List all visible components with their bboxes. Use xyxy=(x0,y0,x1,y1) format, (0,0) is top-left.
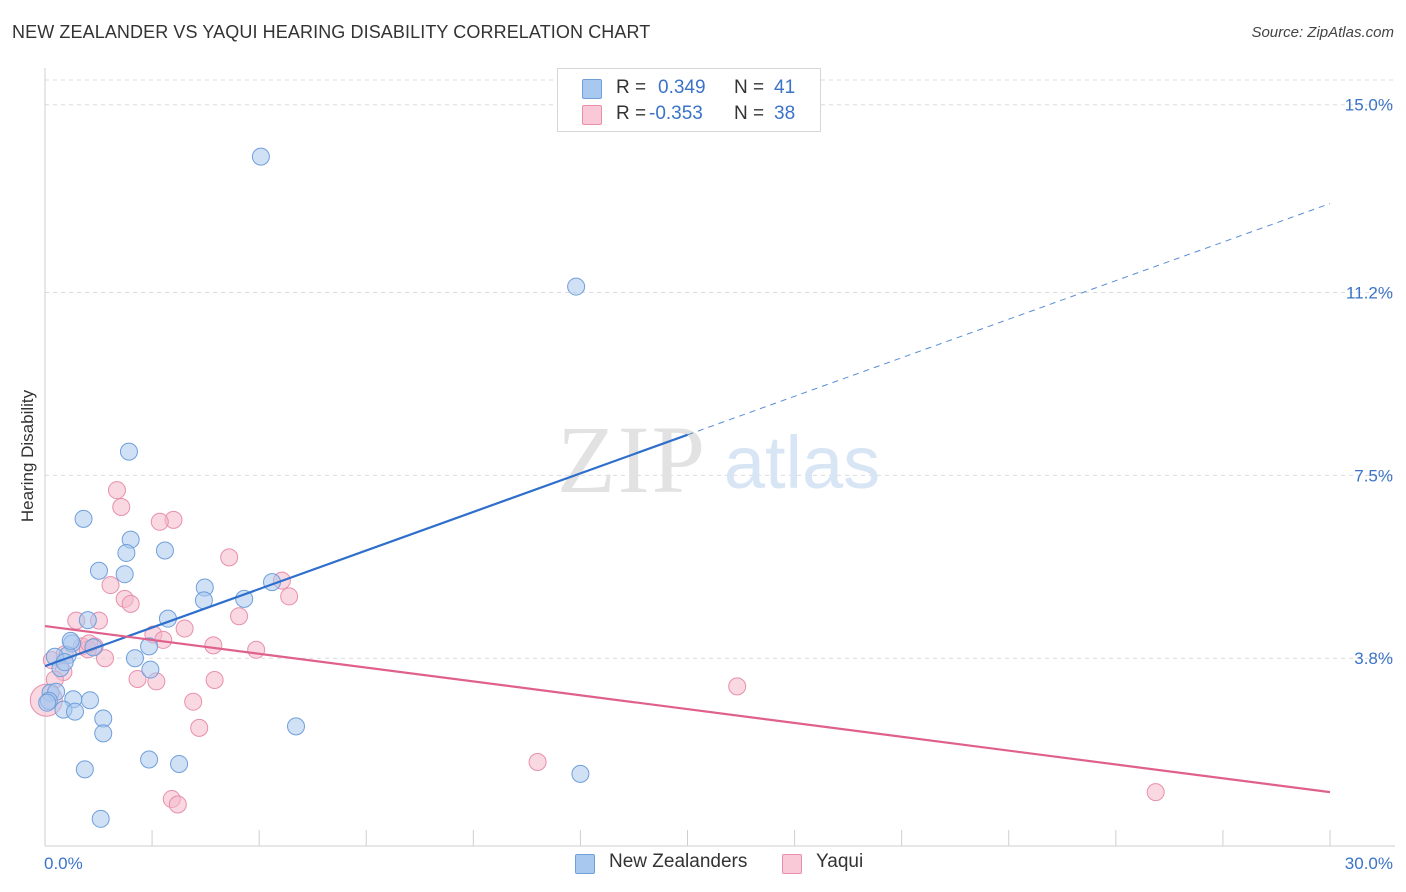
yaqui-point xyxy=(528,752,547,771)
new-zealander-point xyxy=(74,509,93,528)
new-zealander-point xyxy=(84,638,103,657)
new-zealander-point xyxy=(155,541,174,560)
new-zealander-point xyxy=(117,543,136,562)
x-tick-label: 30.0% xyxy=(1345,854,1393,873)
new-zealander-point xyxy=(94,724,113,743)
yaqui-point xyxy=(190,718,209,737)
yaqui-point xyxy=(184,692,203,711)
yaqui-point xyxy=(150,512,169,531)
legend-swatch-blue xyxy=(582,79,602,99)
legend-r-value: 0.349 xyxy=(658,77,706,98)
legend-item-label: Yaqui xyxy=(816,851,864,872)
new-zealander-point xyxy=(91,809,110,828)
new-zealander-point xyxy=(38,693,57,712)
new-zealander-point xyxy=(141,660,160,679)
axes xyxy=(44,68,1395,847)
watermark-zip: ZIP xyxy=(557,406,707,513)
new-zealander-point xyxy=(75,760,94,779)
new-zealander-point xyxy=(65,702,84,721)
new-zealander-point xyxy=(251,147,270,166)
watermark: ZIP atlas xyxy=(557,406,880,513)
yaqui-trend-line xyxy=(44,624,1331,794)
legend-r-value: -0.353 xyxy=(649,103,703,124)
yaqui-point xyxy=(128,669,147,688)
yaqui-point xyxy=(112,497,131,516)
x-tick-label: 0.0% xyxy=(44,854,83,873)
watermark-atlas: atlas xyxy=(724,421,880,504)
legend-n-value: 41 xyxy=(774,77,796,98)
source-label: Source: ZipAtlas.com xyxy=(1251,24,1394,41)
legend-n-value: 38 xyxy=(774,103,796,124)
legend-item-label: New Zealanders xyxy=(609,851,748,872)
new-zealander-point xyxy=(287,717,306,736)
new-zealander-point xyxy=(140,750,159,769)
yaqui-point xyxy=(220,548,239,567)
data-points xyxy=(29,147,1165,828)
new-zealander-point xyxy=(567,277,586,296)
gridlines xyxy=(45,79,1395,659)
new-zealander-point xyxy=(140,637,159,656)
series-legend: New Zealanders Yaqui xyxy=(0,851,1406,877)
correlation-legend: R = 0.349 N = 41 R = -0.353 N = 38 xyxy=(557,68,821,132)
yaqui-point xyxy=(1146,783,1165,802)
yaqui-point xyxy=(175,619,194,638)
yaqui-point xyxy=(280,587,299,606)
legend-r-label: R = xyxy=(616,77,647,98)
new-zealander-point xyxy=(78,611,97,630)
new-zealander-trend-line xyxy=(44,433,688,668)
new-zealander-point xyxy=(571,764,590,783)
y-tick-label: 3.8% xyxy=(1354,649,1393,668)
legend-swatch-blue xyxy=(575,854,595,874)
y-tick-label: 7.5% xyxy=(1354,466,1393,485)
new-zealander-point xyxy=(61,631,80,650)
y-axis-label: Hearing Disability xyxy=(18,389,37,522)
new-zealander-point xyxy=(125,649,144,668)
legend-r-label: R = xyxy=(616,103,647,124)
trend-lines xyxy=(44,203,1331,794)
y-tick-label: 15.0% xyxy=(1345,96,1393,115)
yaqui-point xyxy=(230,607,249,626)
yaqui-point xyxy=(107,481,126,500)
new-zealander-point xyxy=(119,442,138,461)
new-zealander-point xyxy=(89,561,108,580)
legend-swatch-pink xyxy=(582,105,602,125)
yaqui-point xyxy=(728,677,747,696)
new-zealander-point xyxy=(115,565,134,584)
yaqui-point xyxy=(101,576,120,595)
yaqui-point xyxy=(121,594,140,613)
yaqui-point xyxy=(168,795,187,814)
new-zealander-point xyxy=(235,589,254,608)
legend-swatch-pink xyxy=(782,854,802,874)
legend-n-label: N = xyxy=(734,77,765,98)
tick-labels: 3.8% 7.5% 11.2% 15.0% 0.0% 30.0% xyxy=(44,96,1393,873)
yaqui-point xyxy=(247,640,266,659)
chart-title: NEW ZEALANDER VS YAQUI HEARING DISABILIT… xyxy=(12,22,651,42)
new-zealander-point xyxy=(80,691,99,710)
yaqui-point xyxy=(204,636,223,655)
yaqui-point xyxy=(95,649,114,668)
new-zealander-point xyxy=(170,754,189,773)
yaqui-point xyxy=(205,670,224,689)
y-tick-label: 11.2% xyxy=(1346,284,1393,303)
new-zealander-trend-extension xyxy=(687,203,1331,436)
legend-n-label: N = xyxy=(734,103,765,124)
